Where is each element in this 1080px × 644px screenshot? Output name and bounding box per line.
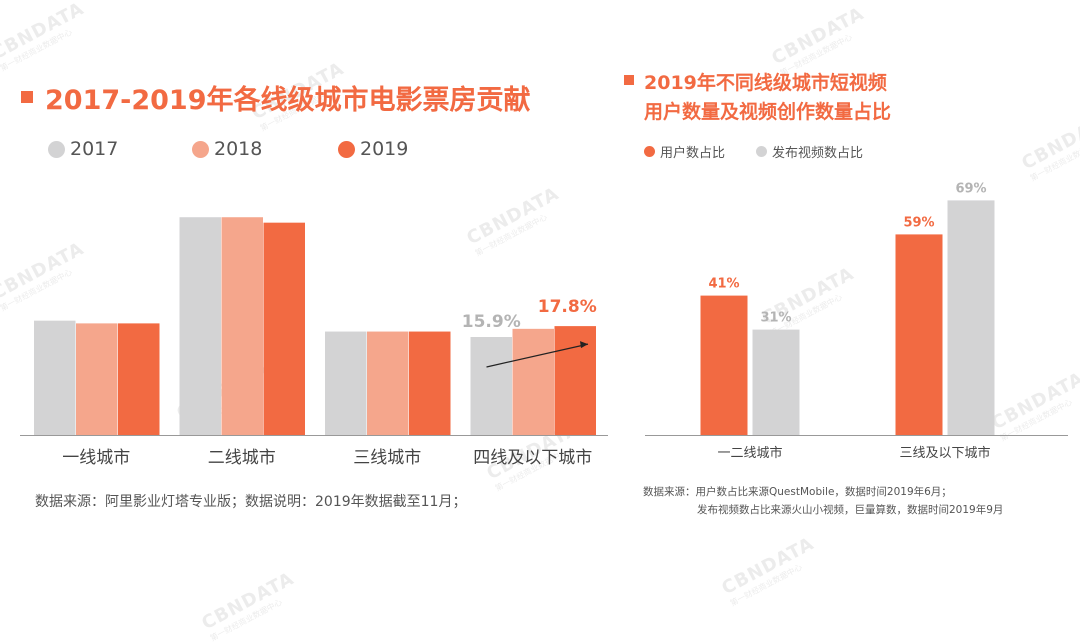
data-label-2019: 17.8% <box>538 297 597 317</box>
right-chart-title-line1: 2019年不同线级城市短视频 <box>644 72 887 94</box>
bar-2018-3 <box>512 328 554 435</box>
right-legend-videos: 发布视频数占比 <box>756 142 863 161</box>
left-chart-title: 2017-2019年各线级城市电影票房贡献 <box>45 85 531 116</box>
bar-2018-0 <box>76 323 118 435</box>
x-tick-label: 三线及以下城市 <box>899 445 990 461</box>
legend-label: 2019 <box>360 138 409 160</box>
bar-2018-2 <box>367 331 409 435</box>
right-title-marker <box>624 75 634 85</box>
bar-用户数占比-0 <box>700 295 748 435</box>
legend-swatch-videos <box>756 146 767 157</box>
trend-arrow-line <box>486 343 589 368</box>
bar-2019-3 <box>554 326 596 435</box>
bar-2017-2 <box>325 331 367 435</box>
bar-2018-1 <box>221 217 263 435</box>
right-legend-users: 用户数占比 <box>644 142 725 161</box>
legend-swatch-2017 <box>48 140 65 158</box>
data-label-2017: 15.9% <box>462 312 521 332</box>
left-bar-chart: 一线城市 二线城市 三线城市 四线及以下城市 15.9% 17.8% <box>20 217 608 468</box>
legend-label: 2018 <box>214 138 263 160</box>
bar-用户数占比-1 <box>895 234 943 435</box>
legend-label: 2017 <box>70 138 119 160</box>
bar-2019-1 <box>263 222 305 435</box>
x-tick-label: 一二线城市 <box>717 445 782 461</box>
data-label: 31% <box>760 311 791 326</box>
trend-arrow-head <box>580 341 588 349</box>
right-bar-chart: 41% 31% 一二线城市 59% 69% 三线及以下城市 <box>645 181 1068 461</box>
legend-swatch-2018 <box>192 140 209 158</box>
right-source-note-2: 发布视频数占比来源火山小视频，巨量算数，数据时间2019年9月 <box>697 504 1004 516</box>
bar-2017-0 <box>34 320 76 435</box>
bar-发布视频数占比-1 <box>947 200 995 435</box>
x-tick-label: 三线城市 <box>353 448 421 468</box>
x-tick-label: 一线城市 <box>62 448 130 468</box>
bar-2019-0 <box>118 323 160 435</box>
legend-label: 用户数占比 <box>660 146 726 161</box>
bar-2017-3 <box>470 337 512 435</box>
left-legend-2017: 2017 <box>48 138 118 160</box>
legend-swatch-users <box>644 146 655 157</box>
left-legend-2019: 2019 <box>338 138 408 160</box>
left-title-marker <box>21 91 33 103</box>
data-label: 41% <box>708 277 739 292</box>
bar-2019-2 <box>409 331 451 435</box>
data-label: 69% <box>955 181 986 196</box>
data-label: 59% <box>903 215 934 230</box>
bar-发布视频数占比-0 <box>752 329 800 435</box>
left-legend-2018: 2018 <box>192 138 262 160</box>
legend-label: 发布视频数占比 <box>772 146 864 161</box>
x-tick-label: 四线及以下城市 <box>473 448 592 468</box>
left-source-note: 数据来源：阿里影业灯塔专业版；数据说明：2019年数据截至11月； <box>35 494 467 510</box>
bar-2017-1 <box>179 217 221 435</box>
right-source-note-1: 数据来源：用户数占比来源QuestMobile，数据时间2019年6月； <box>643 486 952 498</box>
right-chart-title-line2: 用户数量及视频创作数量占比 <box>644 101 892 123</box>
legend-swatch-2019 <box>338 140 355 158</box>
x-tick-label: 二线城市 <box>208 448 276 468</box>
